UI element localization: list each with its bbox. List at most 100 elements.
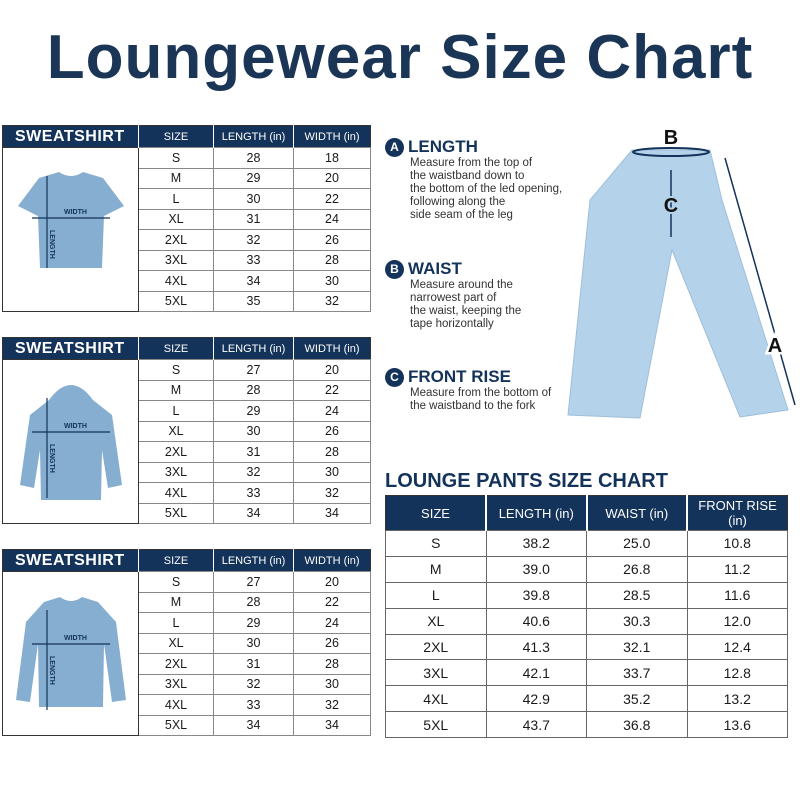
- table-cell: 28: [213, 147, 294, 169]
- table-cell: 34: [293, 714, 371, 736]
- table-cell: S: [138, 571, 214, 593]
- table-cell: M: [138, 379, 214, 401]
- length-label: LENGTH: [48, 656, 55, 685]
- width-label: WIDTH: [64, 635, 87, 642]
- measure-length: A LENGTH Measure from the top of the wais…: [385, 137, 575, 222]
- table-row: 2XL 41.3 32.1 12.4: [385, 633, 788, 661]
- table-cell: 20: [293, 571, 371, 593]
- table-row: XL 30 26: [3, 632, 371, 654]
- table-cell: 33.7: [586, 659, 688, 687]
- letter-c-icon: C: [385, 367, 404, 387]
- label-b: B: [664, 127, 678, 149]
- table-cell: L: [385, 581, 487, 609]
- length-measure-line: [724, 157, 796, 406]
- measure-desc: Measure from the top of the waistband do…: [410, 157, 563, 221]
- table-row: 5XL 34 34: [3, 714, 371, 736]
- label-c: C: [664, 195, 678, 217]
- table-cell: 30: [293, 270, 371, 292]
- table-cell: 41.3: [485, 633, 587, 661]
- table-cell: 32: [293, 290, 371, 312]
- table-row: 4XL 33 32: [3, 482, 371, 504]
- table-cell: 28: [213, 591, 294, 613]
- table-cell: 29: [213, 400, 294, 422]
- pants-shape: [567, 149, 789, 419]
- length-label: LENGTH: [48, 230, 55, 259]
- table-cell: 31: [213, 441, 294, 463]
- label-a: A: [768, 335, 782, 357]
- table-cell: 26: [293, 229, 371, 251]
- table-cell: 24: [293, 612, 371, 634]
- table-cell: 24: [293, 400, 371, 422]
- table-cell: 3XL: [138, 673, 214, 695]
- table-cell: 34: [213, 502, 294, 524]
- table-cell: 3XL: [138, 249, 214, 271]
- header-row: SWEATSHIRT SIZE LENGTH (in) WIDTH (in): [2, 549, 371, 572]
- table-row: 5XL 34 34: [3, 502, 371, 524]
- page-title: Loungewear Size Chart: [46, 23, 754, 92]
- column-header: SIZE: [138, 337, 214, 360]
- table-cell: 42.9: [485, 685, 587, 713]
- table-cell: 2XL: [138, 653, 214, 675]
- table-cell: 22: [293, 188, 371, 210]
- sweatshirt-size-table: SWEATSHIRT SIZE LENGTH (in) WIDTH (in) WIDT…: [2, 549, 371, 736]
- table-cell: XL: [138, 420, 214, 442]
- garment-shape: [19, 385, 122, 500]
- table-row: 3XL 42.1 33.7 12.8: [385, 659, 788, 687]
- pants-illustration: B C A: [567, 127, 796, 419]
- table-cell: 28: [293, 441, 371, 463]
- table-cell: 4XL: [138, 270, 214, 292]
- table-cell: 28: [293, 249, 371, 271]
- garment-shape: [15, 597, 126, 707]
- table-cell: 20: [293, 167, 371, 189]
- header-row: SWEATSHIRT SIZE LENGTH (in) WIDTH (in): [2, 125, 371, 148]
- table-cell: 12.8: [686, 659, 788, 687]
- width-label: WIDTH: [64, 209, 87, 216]
- table-cell: 35: [213, 290, 294, 312]
- table-cell: S: [138, 147, 214, 169]
- table-cell: 5XL: [385, 711, 487, 739]
- table-row: 4XL 33 32: [3, 694, 371, 716]
- table-row: 5XL 35 32: [3, 290, 371, 312]
- table-cell: 25.0: [586, 530, 688, 557]
- table-cell: 40.6: [485, 607, 587, 635]
- measure-title: WAIST: [408, 259, 462, 278]
- table-brand: SWEATSHIRT: [2, 337, 139, 360]
- garment-shape: [17, 172, 124, 268]
- header-row: SIZE LENGTH (in) WAIST (in) FRONT RISE (in): [385, 495, 788, 531]
- table-cell: 22: [293, 591, 371, 613]
- table-cell: 30: [293, 673, 371, 695]
- measure-title: FRONT RISE: [408, 367, 511, 386]
- t-shirt-image: WIDTH LENGTH: [2, 147, 139, 312]
- table-cell: 32: [213, 229, 294, 251]
- table-row: M 29 20: [3, 167, 371, 189]
- table-cell: 29: [213, 612, 294, 634]
- table-brand: SWEATSHIRT: [2, 125, 139, 148]
- table-cell: XL: [385, 607, 487, 635]
- table-row: WIDTH LENGTH S 27 20: [2, 571, 371, 736]
- table-cell: 34: [213, 270, 294, 292]
- column-header: LENGTH (in): [213, 125, 294, 148]
- table-cell: M: [138, 591, 214, 613]
- table-cell: 11.6: [686, 581, 788, 609]
- table-cell: 22: [293, 379, 371, 401]
- table-cell: 13.2: [686, 685, 788, 713]
- table-cell: 32: [213, 461, 294, 483]
- table-cell: 2XL: [138, 229, 214, 251]
- table-cell: 2XL: [138, 441, 214, 463]
- measure-desc: Measure from the bottom of the waistband…: [410, 387, 552, 412]
- table-cell: 33: [213, 482, 294, 504]
- table-row: L 29 24: [3, 400, 371, 422]
- table-cell: XL: [138, 632, 214, 654]
- table-row: M 28 22: [3, 379, 371, 401]
- hoodie-image: WIDTH LENGTH: [2, 359, 139, 524]
- table-cell: 24: [293, 208, 371, 230]
- measure-front-rise: C FRONT RISE Measure from the bottom of t…: [385, 367, 575, 413]
- table-cell: 10.8: [686, 530, 788, 557]
- table-cell: M: [385, 555, 487, 583]
- table-row: XL 40.6 30.3 12.0: [385, 607, 788, 635]
- table-cell: 12.0: [686, 607, 788, 635]
- table-row: M 39.0 26.8 11.2: [385, 555, 788, 583]
- column-header: SIZE: [385, 495, 486, 531]
- table-cell: L: [138, 188, 214, 210]
- table-cell: 27: [213, 359, 294, 381]
